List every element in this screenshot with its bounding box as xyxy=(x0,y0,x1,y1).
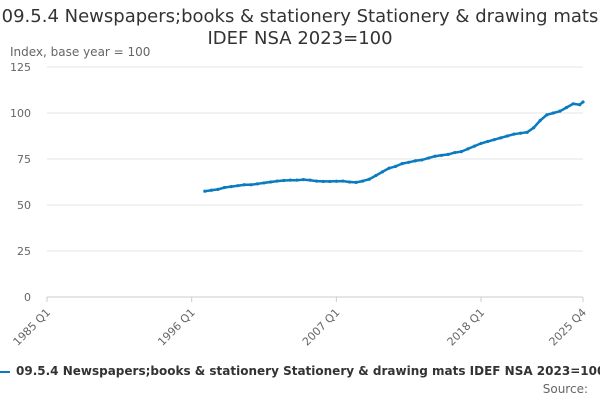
x-tick-label: 2018 Q1 xyxy=(445,306,488,349)
x-tick-label: 1996 Q1 xyxy=(155,306,198,349)
data-point xyxy=(262,181,266,185)
data-point xyxy=(255,182,260,186)
data-point xyxy=(209,188,214,192)
data-point xyxy=(499,136,503,140)
data-point xyxy=(479,141,483,145)
legend-series-label: 09.5.4 Newspapers;books & stationery Sta… xyxy=(16,364,600,378)
source-label: Source: xyxy=(542,382,588,396)
data-point xyxy=(564,105,569,110)
data-point xyxy=(216,187,220,191)
x-tick-label: 2025 Q4 xyxy=(547,306,590,349)
data-point xyxy=(581,100,585,104)
data-point xyxy=(222,185,227,190)
data-point xyxy=(295,178,299,182)
data-point xyxy=(433,154,437,158)
x-tick-label: 2007 Q1 xyxy=(300,306,343,349)
data-point xyxy=(229,185,233,189)
data-point xyxy=(341,179,345,183)
data-point xyxy=(446,152,450,156)
data-point xyxy=(571,102,575,106)
data-point xyxy=(380,170,385,174)
y-tick-label: 100 xyxy=(10,107,31,120)
data-point xyxy=(440,153,444,157)
x-tick-label: 1985 Q1 xyxy=(11,306,54,349)
data-point xyxy=(203,189,207,193)
data-point xyxy=(453,150,457,155)
data-point xyxy=(361,179,365,183)
data-point xyxy=(505,134,509,138)
data-point xyxy=(275,179,279,183)
data-point xyxy=(354,180,358,184)
data-point xyxy=(400,162,404,166)
data-point xyxy=(512,132,516,136)
data-point xyxy=(420,158,424,162)
data-point xyxy=(347,180,352,184)
data-point xyxy=(578,103,582,107)
data-point xyxy=(545,113,549,117)
data-point xyxy=(472,144,477,148)
data-point xyxy=(532,126,536,130)
data-point xyxy=(407,160,411,164)
data-point xyxy=(374,173,378,178)
data-point xyxy=(301,178,306,182)
data-point xyxy=(551,111,556,115)
data-point xyxy=(288,178,292,182)
data-point xyxy=(269,180,273,184)
y-tick-label: 75 xyxy=(17,153,31,166)
y-axis-label: Index, base year = 100 xyxy=(10,45,151,59)
data-point xyxy=(387,166,391,170)
data-point xyxy=(249,183,253,187)
legend[interactable]: 09.5.4 Newspapers;books & stationery Sta… xyxy=(0,364,600,378)
y-tick-label: 25 xyxy=(17,245,31,258)
data-point xyxy=(558,109,562,113)
y-tick-label: 125 xyxy=(10,61,31,74)
legend-swatch xyxy=(0,370,10,373)
data-point xyxy=(236,184,240,188)
y-tick-label: 50 xyxy=(17,199,31,212)
data-point xyxy=(308,178,312,182)
data-point xyxy=(282,178,286,183)
y-tick-label: 0 xyxy=(24,291,31,304)
data-point xyxy=(315,179,319,183)
data-point xyxy=(466,147,470,151)
data-point xyxy=(486,139,490,144)
data-point xyxy=(393,164,398,168)
data-point xyxy=(426,156,431,160)
chart-title: 09.5.4 Newspapers;books & stationery Sta… xyxy=(1,6,599,49)
data-point xyxy=(328,179,332,184)
data-point xyxy=(492,138,496,142)
data-point xyxy=(321,179,325,184)
data-point xyxy=(413,159,417,163)
data-point xyxy=(538,118,542,122)
series-line xyxy=(203,100,585,193)
data-point xyxy=(367,177,371,181)
data-point xyxy=(525,130,529,134)
data-point xyxy=(518,131,523,135)
data-point xyxy=(242,183,246,187)
data-point xyxy=(459,150,463,154)
data-point xyxy=(334,179,338,183)
